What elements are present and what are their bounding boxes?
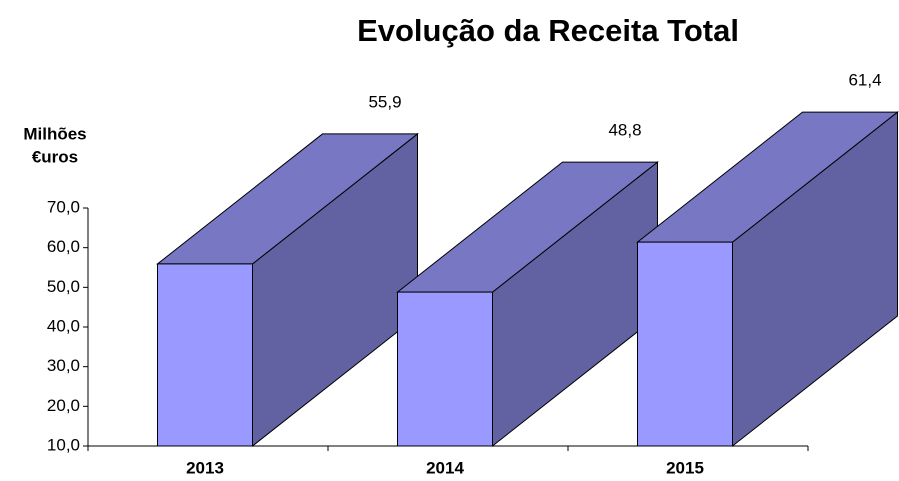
value-label: 48,8 xyxy=(608,121,641,140)
bar xyxy=(157,263,253,447)
y-tick-label: 30,0 xyxy=(47,356,80,375)
y-axis-label: €uros xyxy=(32,147,78,166)
y-tick-label: 50,0 xyxy=(47,277,80,296)
y-tick-label: 10,0 xyxy=(47,435,80,454)
x-tick-label: 2015 xyxy=(666,458,704,477)
chart-title: Evolução da Receita Total xyxy=(357,13,739,48)
y-tick-label: 60,0 xyxy=(47,237,80,256)
x-tick-label: 2014 xyxy=(426,458,464,477)
value-label: 61,4 xyxy=(848,71,881,90)
y-tick-label: 20,0 xyxy=(47,396,80,415)
bar xyxy=(397,291,493,447)
y-tick-label: 40,0 xyxy=(47,316,80,335)
y-axis-label: Milhões xyxy=(23,124,86,143)
y-tick-label: 70,0 xyxy=(47,197,80,216)
x-tick-label: 2013 xyxy=(186,458,224,477)
value-label: 55,9 xyxy=(368,92,401,111)
bar xyxy=(637,241,733,447)
